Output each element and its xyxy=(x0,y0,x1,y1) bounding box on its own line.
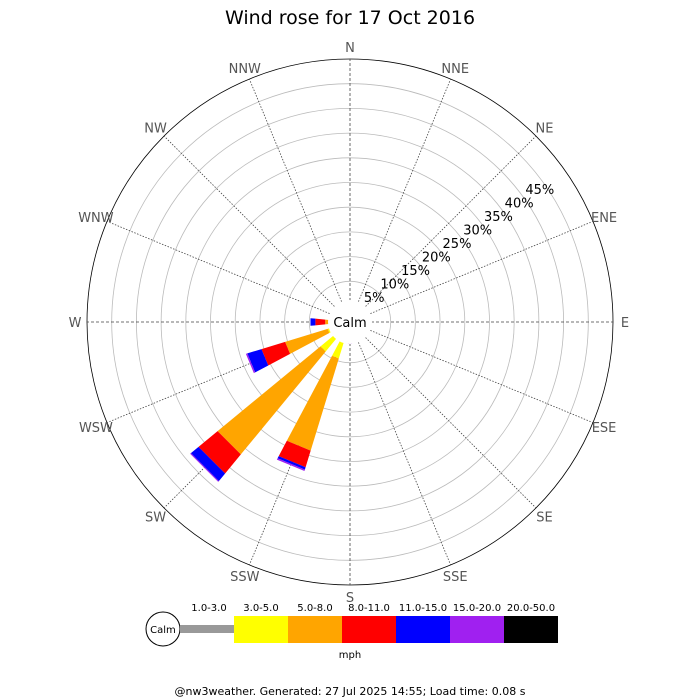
percent-label: 5% xyxy=(364,291,385,306)
grid-circle xyxy=(234,206,466,438)
legend-swatch xyxy=(180,625,234,633)
wind-bars xyxy=(190,318,353,482)
bar-segment-wsw xyxy=(285,328,330,354)
direction-label-nne: NNE xyxy=(441,62,469,77)
bar-segment-ssw xyxy=(286,355,339,451)
grid-circle xyxy=(210,182,490,462)
percent-labels: 5%10%15%20%25%30%35%40%45% xyxy=(364,183,554,306)
percent-label: 10% xyxy=(380,277,409,292)
bar-segment-sw xyxy=(198,431,241,474)
legend-label: 11.0-15.0 xyxy=(399,603,447,614)
legend-label: 20.0-50.0 xyxy=(507,603,555,614)
bar-segment-ssw xyxy=(278,440,311,468)
legend-swatch xyxy=(234,616,288,643)
bar-segment-sw xyxy=(190,446,226,482)
direction-label-wsw: WSW xyxy=(79,421,113,436)
percent-label: 15% xyxy=(401,264,430,279)
grid-circle xyxy=(308,280,392,364)
direction-label-ssw: SSW xyxy=(230,570,260,585)
legend-swatch xyxy=(450,616,504,643)
direction-label-ese: ESE xyxy=(592,421,617,436)
bar-segment-wsw xyxy=(261,341,291,366)
legend-calm-label: Calm xyxy=(150,625,176,636)
direction-label-w: W xyxy=(69,316,82,331)
direction-labels: N NNE NE ENE E ESE SE SSE S SSW SW WSW W WNW NW NNW xyxy=(69,41,630,606)
direction-label-sse: SSE xyxy=(443,570,468,585)
bar-segment-wsw xyxy=(245,353,256,374)
bar-segment-ssw xyxy=(276,458,305,471)
calm-label: Calm xyxy=(333,316,366,331)
grid-spoke xyxy=(355,336,452,566)
bar-segment-sw xyxy=(190,453,219,482)
legend-label: 3.0-5.0 xyxy=(243,603,278,614)
percent-label: 25% xyxy=(443,237,472,252)
grid-circle xyxy=(284,256,416,388)
direction-label-wnw: WNW xyxy=(78,211,114,226)
legend-swatch xyxy=(396,616,450,643)
speed-legend: Calm mph 1.0-3.0 3.0-5.0 5.0-8.0 8.0-11.0 11… xyxy=(145,603,558,661)
legend-label: 15.0-20.0 xyxy=(453,603,501,614)
bar-segment-sw xyxy=(217,346,326,455)
grid-spoke xyxy=(361,135,537,311)
percent-label: 40% xyxy=(505,197,534,212)
direction-label-ene: ENE xyxy=(591,211,617,226)
bar-segment-ssw xyxy=(332,338,345,359)
legend-label: 5.0-8.0 xyxy=(297,603,332,614)
direction-label-nw: NW xyxy=(144,122,167,137)
legend-unit: mph xyxy=(339,650,361,661)
legend-label: 8.0-11.0 xyxy=(348,603,390,614)
grid-spoke xyxy=(106,220,336,317)
chart-title: Wind rose for 17 Oct 2016 xyxy=(225,7,475,29)
direction-label-n: N xyxy=(345,41,355,56)
bar-segment-sw xyxy=(320,333,339,352)
calm-circle xyxy=(328,300,372,344)
direction-label-ne: NE xyxy=(535,122,553,137)
percent-label: 35% xyxy=(484,210,513,225)
legend-swatch xyxy=(342,616,396,643)
direction-label-nnw: NNW xyxy=(229,62,261,77)
grid-spoke xyxy=(355,78,452,308)
percent-label: 45% xyxy=(525,183,554,198)
bar-segment-w xyxy=(315,318,326,326)
bar-segment-wsw xyxy=(247,349,269,373)
direction-label-s: S xyxy=(346,591,354,606)
legend-swatch xyxy=(504,616,558,643)
bar-segment-ssw xyxy=(277,456,306,470)
bar-segment-w xyxy=(310,318,316,326)
grid-spoke xyxy=(361,333,537,509)
legend-swatch xyxy=(288,616,342,643)
percent-label: 30% xyxy=(463,224,492,239)
grid-circle xyxy=(185,157,515,487)
direction-label-sw: SW xyxy=(145,510,166,525)
grid-spoke xyxy=(364,220,594,317)
grid-spoke xyxy=(364,327,594,424)
grid-spoke xyxy=(106,327,336,424)
grid-spoke xyxy=(163,135,339,311)
percent-label: 20% xyxy=(422,250,451,265)
direction-label-se: SE xyxy=(536,510,552,525)
legend-label: 1.0-3.0 xyxy=(191,603,226,614)
grid-spoke xyxy=(248,78,345,308)
footer-text: @nw3weather. Generated: 27 Jul 2025 14:5… xyxy=(175,685,526,698)
direction-label-e: E xyxy=(621,316,629,331)
grid-circle xyxy=(259,231,441,413)
